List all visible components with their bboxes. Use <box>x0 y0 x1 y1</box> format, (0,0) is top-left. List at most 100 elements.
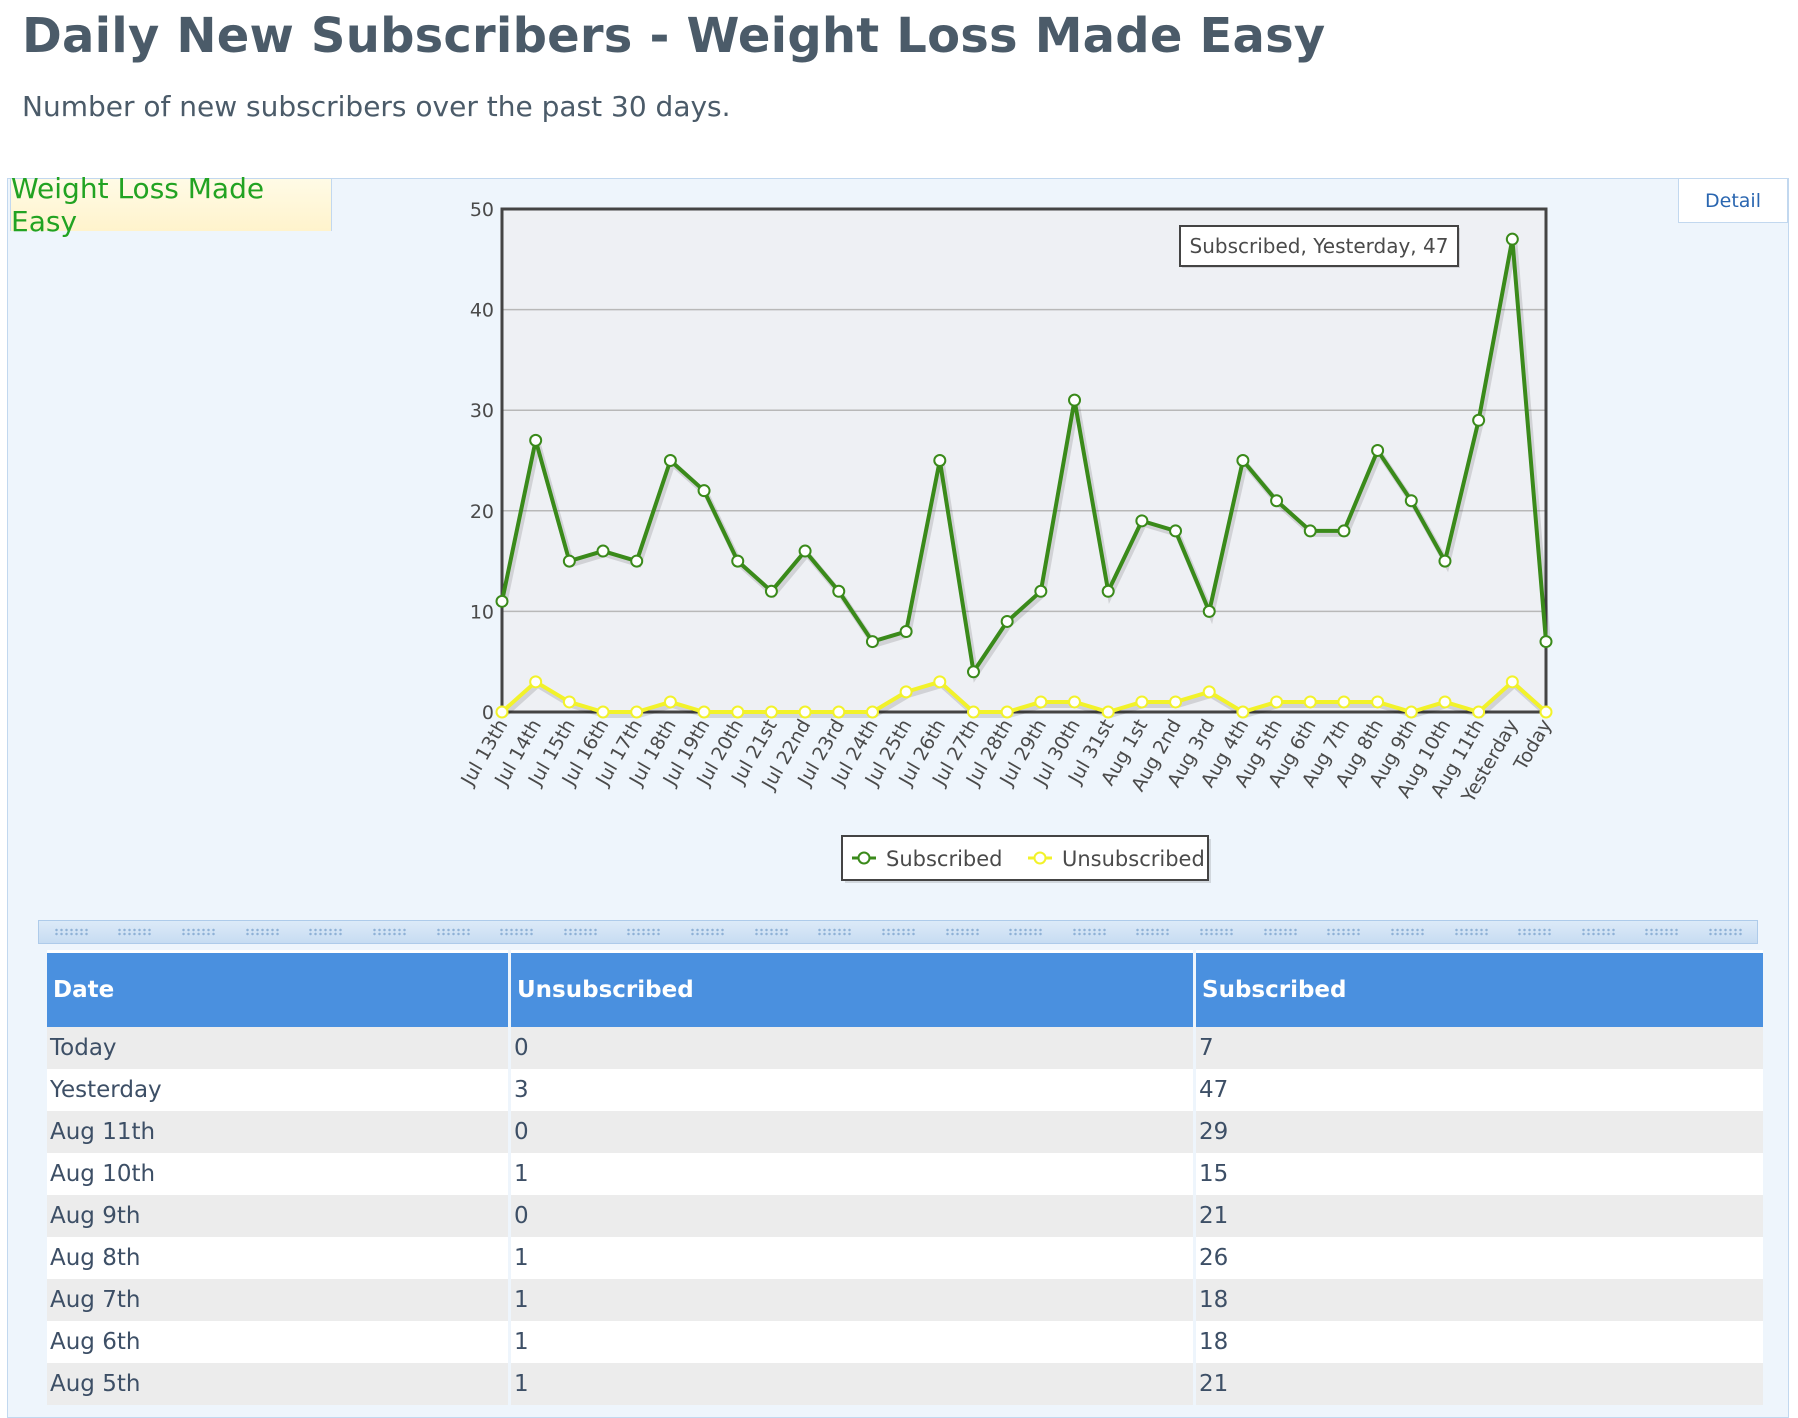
y-tick-label: 30 <box>470 400 494 422</box>
grip-dots <box>1199 928 1234 936</box>
grip-dots <box>1708 928 1743 936</box>
data-point-subscribed[interactable] <box>1472 413 1486 427</box>
data-point-subscribed[interactable] <box>562 554 576 568</box>
data-point-unsubscribed[interactable] <box>663 695 677 709</box>
data-point-unsubscribed[interactable] <box>966 705 980 719</box>
data-point-subscribed[interactable] <box>529 433 543 447</box>
grip-dots <box>1453 928 1488 936</box>
tab-weight-loss-made-easy[interactable]: Weight Loss Made Easy <box>10 172 332 238</box>
data-point-unsubscribed[interactable] <box>933 675 947 689</box>
data-point-unsubscribed[interactable] <box>764 705 778 719</box>
cell-date: Aug 9th <box>47 1195 508 1237</box>
data-point-unsubscribed[interactable] <box>865 705 879 719</box>
data-point-subscribed[interactable] <box>1236 454 1250 467</box>
column-header-subscribed[interactable]: Subscribed <box>1196 950 1763 1027</box>
data-point-subscribed[interactable] <box>764 584 778 598</box>
legend-label-unsubscribed[interactable]: Unsubscribed <box>1062 847 1205 871</box>
data-point-subscribed[interactable] <box>899 625 913 639</box>
data-point-unsubscribed[interactable] <box>731 705 745 719</box>
tab-detail[interactable]: Detail <box>1678 178 1788 223</box>
data-point-unsubscribed[interactable] <box>697 705 711 719</box>
data-point-unsubscribed[interactable] <box>1539 705 1553 719</box>
data-point-subscribed[interactable] <box>1404 494 1418 508</box>
data-point-unsubscribed[interactable] <box>1404 705 1418 719</box>
table-row: Yesterday 3 47 <box>47 1069 1763 1111</box>
table-header-row: Date Unsubscribed Subscribed <box>47 950 1763 1027</box>
data-point-subscribed[interactable] <box>1202 604 1216 618</box>
y-tick-label: 10 <box>470 601 494 623</box>
data-point-subscribed[interactable] <box>495 594 509 608</box>
data-point-subscribed[interactable] <box>1303 524 1317 538</box>
data-point-unsubscribed[interactable] <box>529 675 543 689</box>
column-header-date[interactable]: Date <box>47 950 508 1027</box>
data-point-unsubscribed[interactable] <box>1202 685 1216 699</box>
data-point-unsubscribed[interactable] <box>1472 705 1486 719</box>
data-point-unsubscribed[interactable] <box>1505 675 1519 689</box>
data-point-unsubscribed[interactable] <box>1337 695 1351 709</box>
data-point-subscribed[interactable] <box>596 544 610 558</box>
data-point-subscribed[interactable] <box>1135 514 1149 528</box>
data-point-subscribed[interactable] <box>731 554 745 568</box>
page-subtitle: Number of new subscribers over the past … <box>22 90 731 123</box>
data-point-unsubscribed[interactable] <box>495 705 509 719</box>
data-point-subscribed[interactable] <box>1034 584 1048 598</box>
legend-label-subscribed[interactable]: Subscribed <box>886 847 1003 871</box>
data-point-subscribed[interactable] <box>798 544 812 558</box>
y-tick-label: 50 <box>470 199 494 221</box>
data-point-unsubscribed[interactable] <box>1236 705 1250 719</box>
page-title: Daily New Subscribers - Weight Loss Made… <box>22 8 1326 64</box>
data-point-subscribed[interactable] <box>865 635 879 649</box>
grip-dots <box>753 928 788 936</box>
data-point-subscribed[interactable] <box>697 484 711 498</box>
table-row: Aug 7th 1 18 <box>47 1279 1763 1321</box>
data-point-subscribed[interactable] <box>630 554 644 568</box>
data-point-subscribed[interactable] <box>663 454 677 467</box>
grip-dots <box>435 928 470 936</box>
data-point-subscribed[interactable] <box>1101 584 1115 598</box>
grip-dots <box>626 928 661 936</box>
data-point-subscribed[interactable] <box>1169 524 1183 538</box>
table-row: Aug 6th 1 18 <box>47 1321 1763 1363</box>
grip-dots <box>880 928 915 936</box>
grip-dots <box>944 928 979 936</box>
data-point-unsubscribed[interactable] <box>832 705 846 719</box>
data-point-unsubscribed[interactable] <box>1270 695 1284 709</box>
data-point-subscribed[interactable] <box>1505 232 1519 246</box>
plot-border <box>500 207 1548 714</box>
data-point-subscribed[interactable] <box>966 665 980 679</box>
data-point-unsubscribed[interactable] <box>899 685 913 699</box>
data-point-unsubscribed[interactable] <box>562 695 576 709</box>
data-point-unsubscribed[interactable] <box>1371 695 1385 709</box>
cell-unsubscribed: 1 <box>511 1237 1193 1279</box>
data-point-subscribed[interactable] <box>1000 614 1014 628</box>
data-point-unsubscribed[interactable] <box>798 705 812 719</box>
data-point-unsubscribed[interactable] <box>596 705 610 719</box>
grip-dots <box>562 928 597 936</box>
data-point-subscribed[interactable] <box>832 584 846 598</box>
data-point-subscribed[interactable] <box>1337 524 1351 538</box>
grip-dots <box>1262 928 1297 936</box>
data-point-subscribed[interactable] <box>1539 635 1553 649</box>
grip-dots <box>117 928 152 936</box>
data-point-subscribed[interactable] <box>1068 393 1082 407</box>
resize-grip-bar[interactable] <box>38 920 1758 944</box>
column-header-unsubscribed[interactable]: Unsubscribed <box>511 950 1193 1027</box>
data-point-unsubscribed[interactable] <box>1068 695 1082 709</box>
data-point-unsubscribed[interactable] <box>1135 695 1149 709</box>
cell-subscribed: 15 <box>1196 1153 1763 1195</box>
data-point-unsubscribed[interactable] <box>1000 705 1014 719</box>
data-point-subscribed[interactable] <box>1270 494 1284 508</box>
data-point-subscribed[interactable] <box>933 454 947 467</box>
data-point-unsubscribed[interactable] <box>1438 695 1452 709</box>
data-point-unsubscribed[interactable] <box>1303 695 1317 709</box>
cell-date: Today <box>47 1027 508 1069</box>
data-point-unsubscribed[interactable] <box>1101 705 1115 719</box>
table-row: Aug 11th 0 29 <box>47 1111 1763 1153</box>
data-point-subscribed[interactable] <box>1438 554 1452 568</box>
data-point-subscribed[interactable] <box>1371 443 1385 457</box>
data-point-unsubscribed[interactable] <box>1034 695 1048 709</box>
grip-dots <box>308 928 343 936</box>
data-point-unsubscribed[interactable] <box>1169 695 1183 709</box>
data-point-unsubscribed[interactable] <box>630 705 644 719</box>
table-row: Aug 8th 1 26 <box>47 1237 1763 1279</box>
